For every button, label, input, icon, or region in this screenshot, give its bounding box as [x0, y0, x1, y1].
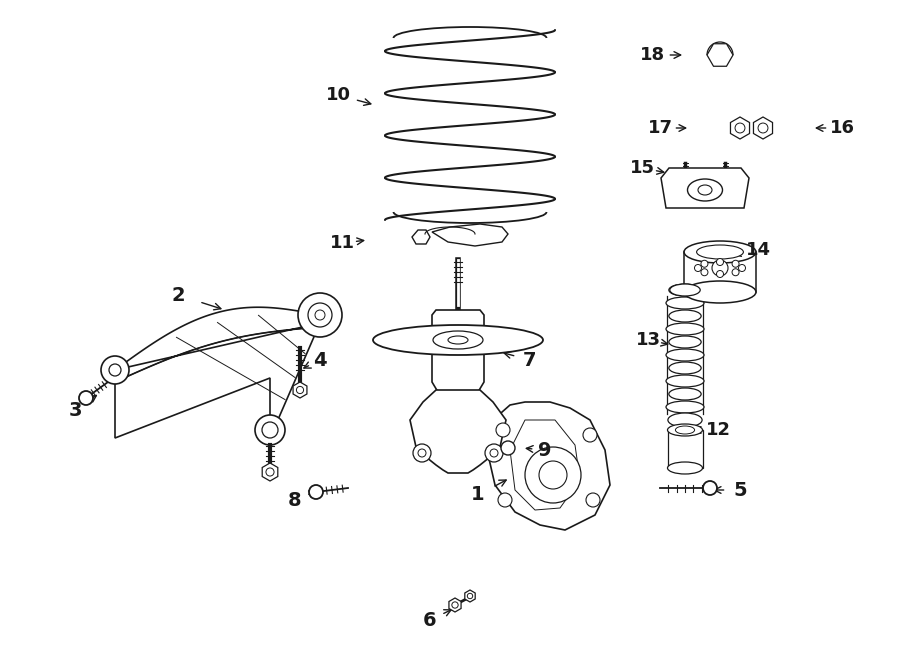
- Circle shape: [739, 265, 745, 271]
- Circle shape: [496, 423, 510, 437]
- Circle shape: [490, 449, 498, 457]
- Text: 13: 13: [635, 331, 661, 349]
- Ellipse shape: [669, 336, 701, 348]
- Circle shape: [485, 444, 503, 462]
- Circle shape: [418, 449, 426, 457]
- Text: 14: 14: [745, 241, 770, 259]
- Circle shape: [732, 269, 739, 276]
- Text: 4: 4: [313, 350, 327, 369]
- Circle shape: [735, 123, 745, 133]
- Circle shape: [586, 493, 600, 507]
- Circle shape: [79, 391, 93, 405]
- Polygon shape: [115, 307, 320, 438]
- Ellipse shape: [684, 281, 756, 303]
- Ellipse shape: [666, 349, 704, 361]
- Circle shape: [703, 481, 717, 495]
- Polygon shape: [668, 430, 703, 468]
- Ellipse shape: [697, 245, 743, 259]
- Ellipse shape: [668, 424, 703, 436]
- Circle shape: [101, 356, 129, 384]
- Circle shape: [498, 493, 512, 507]
- Text: 3: 3: [68, 401, 82, 420]
- Polygon shape: [753, 117, 772, 139]
- Circle shape: [109, 364, 121, 376]
- Circle shape: [255, 415, 285, 445]
- Ellipse shape: [684, 241, 756, 263]
- Polygon shape: [510, 420, 580, 510]
- Text: 10: 10: [326, 86, 350, 104]
- Ellipse shape: [670, 284, 700, 296]
- Ellipse shape: [666, 375, 704, 387]
- Ellipse shape: [666, 401, 704, 413]
- Ellipse shape: [668, 462, 703, 474]
- Ellipse shape: [669, 362, 701, 374]
- Text: 11: 11: [329, 234, 355, 252]
- Polygon shape: [293, 382, 307, 398]
- Text: 8: 8: [288, 491, 302, 510]
- Circle shape: [308, 303, 332, 327]
- Circle shape: [716, 271, 724, 277]
- Circle shape: [701, 269, 708, 276]
- Circle shape: [309, 485, 323, 499]
- Polygon shape: [412, 230, 430, 244]
- Ellipse shape: [698, 185, 712, 195]
- Ellipse shape: [688, 179, 723, 201]
- Circle shape: [298, 293, 342, 337]
- Text: 18: 18: [641, 46, 666, 64]
- Ellipse shape: [448, 336, 468, 344]
- Polygon shape: [432, 310, 484, 392]
- Circle shape: [758, 123, 768, 133]
- Polygon shape: [684, 252, 756, 292]
- Polygon shape: [432, 224, 508, 246]
- Text: 17: 17: [647, 119, 672, 137]
- Polygon shape: [464, 590, 475, 602]
- Ellipse shape: [433, 331, 483, 349]
- Text: 9: 9: [538, 440, 552, 459]
- Polygon shape: [449, 598, 461, 612]
- Circle shape: [695, 265, 701, 271]
- Circle shape: [315, 310, 325, 320]
- Circle shape: [701, 260, 708, 267]
- Circle shape: [525, 447, 581, 503]
- Text: 16: 16: [830, 119, 854, 137]
- Ellipse shape: [666, 323, 704, 335]
- Circle shape: [467, 593, 472, 598]
- Circle shape: [266, 468, 274, 476]
- Text: 5: 5: [734, 481, 747, 500]
- Polygon shape: [410, 390, 506, 473]
- Circle shape: [262, 422, 278, 438]
- Circle shape: [296, 387, 303, 394]
- Circle shape: [732, 260, 739, 267]
- Ellipse shape: [668, 413, 702, 427]
- Ellipse shape: [373, 325, 543, 355]
- Polygon shape: [731, 117, 750, 139]
- Circle shape: [452, 602, 458, 608]
- Circle shape: [501, 441, 515, 455]
- Circle shape: [539, 461, 567, 489]
- Ellipse shape: [669, 310, 701, 322]
- Text: 15: 15: [629, 159, 654, 177]
- Polygon shape: [707, 44, 733, 66]
- Ellipse shape: [669, 284, 701, 296]
- Circle shape: [583, 428, 597, 442]
- Ellipse shape: [669, 388, 701, 400]
- Text: 6: 6: [423, 610, 436, 630]
- Polygon shape: [487, 402, 610, 530]
- Text: 2: 2: [171, 285, 184, 305]
- Ellipse shape: [675, 426, 695, 434]
- Circle shape: [712, 260, 728, 276]
- Ellipse shape: [666, 297, 704, 309]
- Polygon shape: [262, 463, 278, 481]
- Text: 1: 1: [472, 485, 485, 504]
- Circle shape: [716, 258, 724, 265]
- Circle shape: [413, 444, 431, 462]
- Text: 12: 12: [706, 421, 731, 439]
- Polygon shape: [661, 168, 749, 208]
- Text: 7: 7: [523, 350, 536, 369]
